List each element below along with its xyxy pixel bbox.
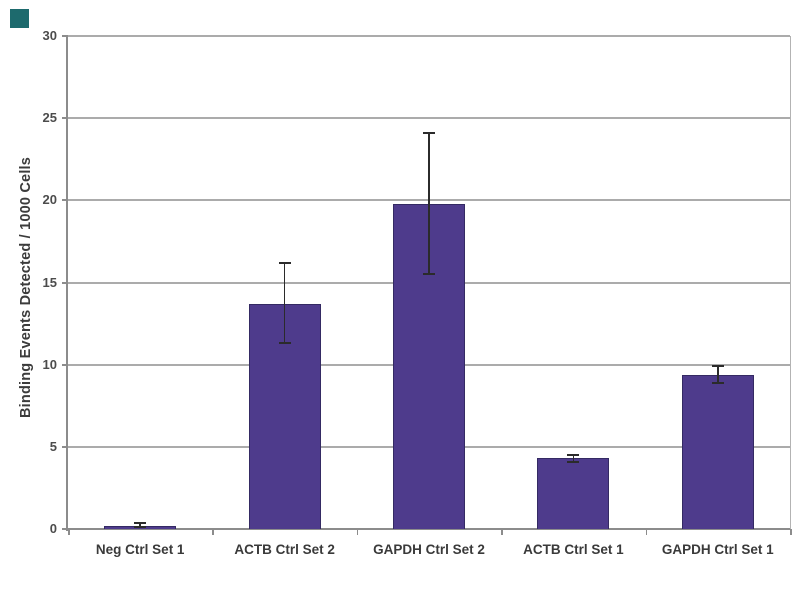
y-tick-label: 20 [42,192,57,208]
x-tick-mark [501,529,503,535]
y-tick-mark [62,528,68,530]
y-tick-mark [62,117,68,120]
x-tick-mark [645,529,648,535]
y-tick-mark [62,199,68,202]
error-bar-line [283,262,286,344]
error-bar-cap-top [711,365,724,368]
brand-corner-square [10,9,29,28]
error-bar-cap-bottom [711,381,724,384]
error-bar-cap-bottom [134,526,147,529]
error-bar-line [716,366,719,383]
error-bar-cap-top [134,522,147,525]
category-label: GAPDH Ctrl Set 1 [661,542,774,557]
y-axis-line [66,36,68,531]
plot-right-border [790,36,791,529]
error-bar-cap-top [278,261,291,264]
category-label: ACTB Ctrl Set 2 [234,542,335,557]
category-label: Neg Ctrl Set 1 [95,542,185,557]
y-tick-label: 30 [42,28,57,43]
y-tick-mark [62,35,68,37]
y-tick-mark [62,445,68,448]
error-bar-cap-bottom [423,273,435,276]
gridline-y-25 [68,117,790,120]
y-tick-mark [62,363,68,366]
error-bar-cap-top [423,131,435,134]
gridline-y-0 [68,528,790,530]
x-tick-mark [356,529,359,535]
error-bar-cap-bottom [278,342,291,345]
category-label: GAPDH Ctrl Set 2 [373,542,485,557]
x-tick-mark [68,529,70,535]
x-tick-mark [212,529,214,535]
y-tick-label: 0 [49,521,57,536]
x-tick-mark [790,529,792,535]
gridline-y-30 [68,35,790,37]
y-tick-label: 25 [42,110,57,126]
error-bar-line [572,455,575,462]
bar-4 [537,458,610,529]
category-label: ACTB Ctrl Set 1 [523,542,624,557]
y-tick-label: 10 [42,356,57,372]
error-bar-cap-bottom [567,460,580,463]
error-bar-cap-top [567,454,580,457]
error-bar-line [139,523,142,528]
y-tick-mark [62,281,68,284]
error-bar-line [428,132,430,275]
y-tick-label: 15 [42,274,57,290]
bar-5 [681,374,754,529]
y-tick-label: 5 [49,438,57,454]
